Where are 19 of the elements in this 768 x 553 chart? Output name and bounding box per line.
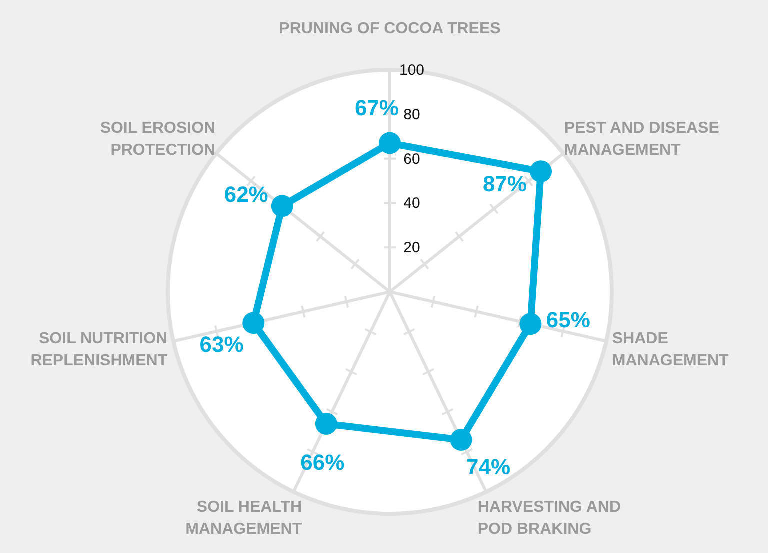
data-label: 62% bbox=[224, 182, 268, 208]
data-label: 65% bbox=[546, 307, 590, 332]
data-label: 66% bbox=[300, 450, 345, 475]
data-label: 74% bbox=[466, 454, 511, 480]
spoke-label: SHADE MANAGEMENT bbox=[612, 330, 730, 370]
spoke-label: SOIL HEALTH MANAGEMENT bbox=[186, 499, 302, 538]
y-tick-label: 40 bbox=[404, 195, 420, 212]
y-tick-label: 20 bbox=[404, 240, 420, 257]
spoke-label: HARVESTING AND POD BRAKING bbox=[478, 499, 622, 538]
spoke-label: SOIL NUTRITION REPLENISHMENT bbox=[30, 330, 168, 370]
y-tick-label: 80 bbox=[404, 106, 420, 124]
spoke-label: SOIL EROSION PROTECTION bbox=[100, 120, 216, 159]
y-tick-label: 60 bbox=[404, 150, 420, 168]
data-label: 63% bbox=[200, 332, 244, 357]
spoke-label: PRUNING OF COCOA TREES bbox=[279, 20, 502, 38]
y-tick-label: 100 bbox=[399, 62, 425, 79]
spoke-label: PEST AND DISEASE MANAGEMENT bbox=[564, 120, 720, 159]
data-label: 87% bbox=[482, 172, 527, 197]
data-label: 67% bbox=[354, 96, 399, 121]
